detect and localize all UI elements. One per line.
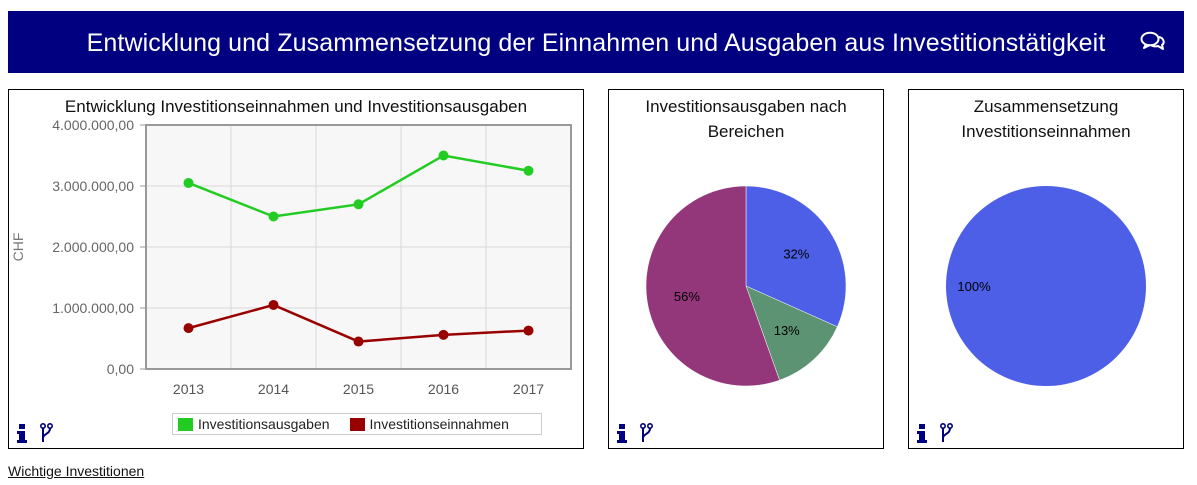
data-point-1 xyxy=(438,329,449,340)
legend-label-ausgaben: Investitionsausgaben xyxy=(198,416,330,432)
info-icon[interactable] xyxy=(915,422,929,444)
x-tick-label: 2015 xyxy=(343,381,374,397)
pie-slice-label: 32% xyxy=(783,246,809,261)
x-tick-label: 2014 xyxy=(258,381,289,397)
info-icon[interactable] xyxy=(615,422,629,444)
line-chart-panel: Entwicklung Investitionseinnahmen und In… xyxy=(8,89,584,449)
pie-einnahmen-title: Zusammensetzung Investitionseinnahmen xyxy=(961,97,1131,141)
pie-chart-ausgaben-panel: Investitionsausgaben nach Bereichen 32% 1… xyxy=(608,89,884,449)
y-tick-label: 3.000.000,00 xyxy=(52,178,134,194)
y-axis-label: CHF xyxy=(10,233,26,262)
data-point-1 xyxy=(183,323,194,334)
line-chart: 0,00 1.000.000,00 2.000.000,00 3.000.000,00… xyxy=(10,117,572,397)
pie-ausgaben-title: Investitionsausgaben nach Bereichen xyxy=(645,97,847,141)
line-chart-legend: Investitionsausgaben Investitionseinnahm… xyxy=(172,413,542,435)
data-point-0 xyxy=(438,150,449,161)
pie-chart-einnahmen: 100% xyxy=(946,186,1146,386)
line-chart-title: Entwicklung Investitionseinnahmen und In… xyxy=(64,97,528,116)
page-header: Entwicklung und Zusammensetzung der Einn… xyxy=(8,11,1184,73)
plot-border xyxy=(145,124,572,370)
line-chart-tools xyxy=(15,422,53,444)
data-point-0 xyxy=(268,211,279,222)
source-icon[interactable] xyxy=(939,422,953,444)
legend-swatch-einnahmen xyxy=(349,417,365,431)
x-tick-label: 2013 xyxy=(173,381,204,397)
legend-item-einnahmen[interactable]: Investitionseinnahmen xyxy=(349,416,509,432)
data-point-0 xyxy=(523,165,534,176)
data-point-1 xyxy=(353,336,364,347)
pie-slice-label: 100% xyxy=(957,279,991,294)
legend-label-einnahmen: Investitionseinnahmen xyxy=(369,416,509,432)
data-point-0 xyxy=(353,199,364,210)
pie-slice xyxy=(946,186,1146,386)
data-point-0 xyxy=(183,177,194,188)
important-investments-link[interactable]: Wichtige Investitionen xyxy=(8,463,145,479)
pie-slice xyxy=(745,285,838,381)
pie-slice xyxy=(745,185,847,328)
pie-slice-label: 13% xyxy=(774,323,800,338)
pie-einnahmen-tools xyxy=(915,422,953,444)
y-tick-label: 2.000.000,00 xyxy=(52,239,134,255)
y-tick-label: 0,00 xyxy=(107,361,134,377)
pie-chart-einnahmen-panel: Zusammensetzung Investitionseinnahmen 10… xyxy=(908,89,1184,449)
pie-ausgaben-tools xyxy=(615,422,653,444)
chat-bubbles-icon[interactable] xyxy=(1140,31,1166,53)
source-icon[interactable] xyxy=(639,422,653,444)
y-tick-label: 4.000.000,00 xyxy=(52,117,134,133)
pie-slice xyxy=(645,185,780,387)
x-tick-label: 2017 xyxy=(513,381,544,397)
source-icon[interactable] xyxy=(39,422,53,444)
y-tick-label: 1.000.000,00 xyxy=(52,300,134,316)
pie-chart-ausgaben: 32% 13% 56% xyxy=(645,185,847,387)
info-icon[interactable] xyxy=(15,422,29,444)
page-title: Entwicklung und Zusammensetzung der Einn… xyxy=(86,29,1106,57)
data-point-1 xyxy=(268,299,279,310)
x-tick-label: 2016 xyxy=(428,381,459,397)
data-point-1 xyxy=(523,325,534,336)
legend-item-ausgaben[interactable]: Investitionsausgaben xyxy=(178,416,330,432)
pie-slice-label: 56% xyxy=(674,289,700,304)
legend-swatch-ausgaben xyxy=(178,417,193,431)
